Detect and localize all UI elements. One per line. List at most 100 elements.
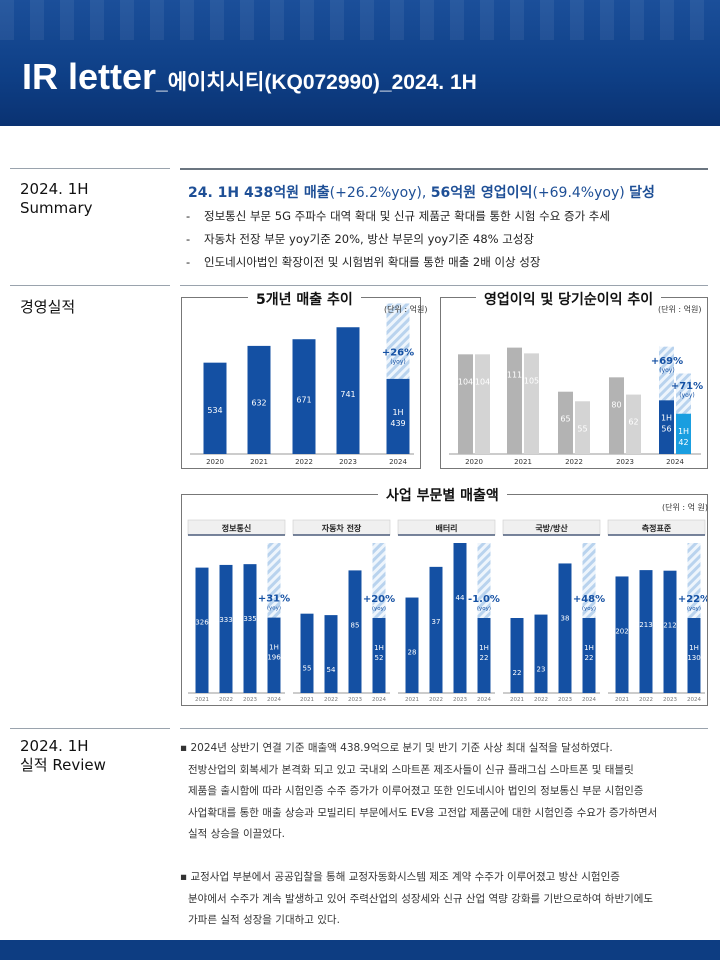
segment-chart: 정보통신3262021333202233520231H1962024+31%(y… — [187, 519, 707, 703]
x-tick-label: 2021 — [615, 697, 629, 703]
x-tick-label: 2024 — [267, 697, 281, 703]
growth-annotation: -1.0% — [468, 594, 500, 605]
bar — [267, 617, 281, 693]
growth-annotation: +22% — [678, 594, 707, 605]
bar — [663, 570, 677, 693]
bar — [372, 618, 386, 693]
review-line: 사업확대를 통한 매출 상승과 모빌리티 부문에서도 EV용 고전압 제품군에 … — [188, 806, 658, 819]
bar-value-label: 335 — [243, 615, 256, 623]
segment-name: 배터리 — [435, 523, 457, 533]
segment-unit: (단위 : 억 원) — [662, 503, 709, 512]
revenue-panel: 534 2020 632 2021 671 2022 741 2023 1H 439 2024 +26… — [181, 297, 421, 469]
bar-value-label: 1H — [678, 427, 689, 436]
x-tick-label: 2022 — [219, 697, 233, 703]
x-tick-label: 2022 — [534, 697, 548, 703]
x-tick-label: 2021 — [195, 697, 209, 703]
review-line: 2024년 상반기 연결 기준 매출액 438.9억으로 분기 및 반기 기준 … — [180, 738, 710, 760]
review-label: 2024. 1H 실적 Review — [20, 737, 106, 775]
bar — [219, 564, 233, 693]
bar — [348, 570, 362, 693]
bar-value-label: 439 — [390, 419, 405, 428]
bar-value-label: 80 — [611, 400, 621, 409]
bar-value-label: 65 — [560, 415, 570, 424]
x-tick-label: 2021 — [300, 697, 314, 703]
x-tick-label: 2020 — [465, 458, 483, 466]
divider — [10, 168, 170, 169]
x-tick-label: 2023 — [558, 697, 572, 703]
revenue-chart: 534 2020 632 2021 671 2022 741 2023 1H 439 2024 +26… — [190, 303, 414, 466]
bar-value-label: 534 — [207, 406, 222, 415]
bar-value-label: 22 — [585, 654, 594, 662]
bar — [615, 576, 629, 693]
bar — [558, 391, 573, 454]
bar-value-label: 56 — [661, 424, 671, 433]
x-tick-label: 2024 — [477, 697, 491, 703]
summary-bullets: 정보통신 부문 5G 주파수 대역 확대 및 신규 제품군 확대를 통한 시험 … — [186, 208, 706, 277]
x-tick-label: 2022 — [429, 697, 443, 703]
bar-value-label: 37 — [432, 618, 441, 626]
growth-annotation-sub: (yoy) — [687, 606, 701, 612]
bar — [477, 618, 491, 693]
x-tick-label: 2024 — [372, 697, 386, 703]
divider — [10, 728, 170, 729]
bar-value-label: 202 — [615, 627, 628, 635]
x-tick-label: 2023 — [663, 697, 677, 703]
bar-value-label: 62 — [628, 418, 638, 427]
review-line: 실적 상승을 이끌었다. — [188, 828, 285, 841]
bar-value-label: 104 — [458, 377, 473, 386]
summary-bullet: 인도네시아법인 확장이전 및 시험범위 확대를 통한 매출 2배 이상 성장 — [186, 254, 706, 277]
bar-value-label: 23 — [537, 666, 546, 674]
review-line: 제품을 출시함에 따라 시험인증 수주 증가가 이루어졌고 또한 인도네시아 법… — [188, 785, 644, 798]
bar-value-label: 22 — [480, 654, 489, 662]
bar-value-label: 1H — [661, 413, 672, 422]
divider — [180, 728, 708, 729]
segment-panel-title: 사업 부문별 매출액 — [378, 485, 507, 505]
bar — [659, 400, 674, 454]
performance-label: 경영실적 — [20, 298, 76, 316]
headline-op-income: 56억원 영업이익 — [430, 185, 533, 201]
headline-achieved: 달성 — [629, 185, 655, 201]
summary-label-line1: 2024. 1H — [20, 180, 89, 198]
bar-value-label: 1H — [392, 408, 403, 417]
bar — [676, 413, 691, 454]
summary-bullet: 정보통신 부문 5G 주파수 대역 확대 및 신규 제품군 확대를 통한 시험 … — [186, 208, 706, 231]
growth-annotation: +48% — [573, 594, 605, 605]
x-tick-label: 2023 — [348, 697, 362, 703]
review-line: 분야에서 수주가 계속 발생하고 있어 주력산업의 성장세와 신규 산업 역량 … — [188, 892, 654, 905]
bar — [475, 354, 490, 454]
bar-value-label: 1H — [689, 644, 699, 652]
bar-value-label: 104 — [475, 377, 490, 386]
profit-unit: (단위 : 억원) — [658, 305, 702, 314]
bar-value-label: 54 — [327, 666, 336, 674]
x-tick-label: 2021 — [510, 697, 524, 703]
bar — [575, 401, 590, 454]
segment-name: 자동차 전장 — [322, 523, 362, 533]
header-banner: IR letter_에이치시티(KQ072990)_2024. 1H — [0, 0, 720, 126]
bar — [195, 567, 209, 693]
profit-chart: 104 111 65 80 1H 56 104 105 55 62 1H 42 2020 2021 2022… — [449, 346, 703, 466]
bar — [453, 543, 467, 693]
bar-value-label: 55 — [303, 665, 312, 673]
x-tick-label: 2023 — [243, 697, 257, 703]
bar — [507, 347, 522, 454]
bar-value-label: 28 — [408, 649, 417, 657]
bar-value-label: 111 — [507, 371, 522, 380]
bar — [429, 566, 443, 693]
bar — [292, 339, 316, 454]
growth-annotation-sub: (yoy) — [372, 606, 386, 612]
bar — [458, 354, 473, 454]
summary-label: 2024. 1H Summary — [20, 180, 93, 218]
bar — [243, 564, 257, 693]
x-tick-label: 2024 — [389, 458, 407, 466]
growth-annotation: +71% — [671, 381, 703, 392]
x-tick-label: 2024 — [666, 458, 684, 466]
segment-panel: 정보통신 326 2021 333 2022 335 2023 1H 196 2024 +31% (y… — [181, 494, 708, 706]
bar — [626, 394, 641, 454]
banner-decoration — [0, 0, 720, 40]
x-tick-label: 2022 — [565, 458, 583, 466]
bar-value-label: 52 — [375, 654, 384, 662]
summary-bullet: 자동차 전장 부문 yoy기준 20%, 방산 부문의 yoy기준 48% 고성… — [186, 231, 706, 254]
bar — [639, 570, 653, 693]
divider — [180, 168, 708, 170]
profit-panel: 104 111 65 80 1H 56 104 105 55 62 1H 42 2020 2021 2022… — [440, 297, 708, 469]
